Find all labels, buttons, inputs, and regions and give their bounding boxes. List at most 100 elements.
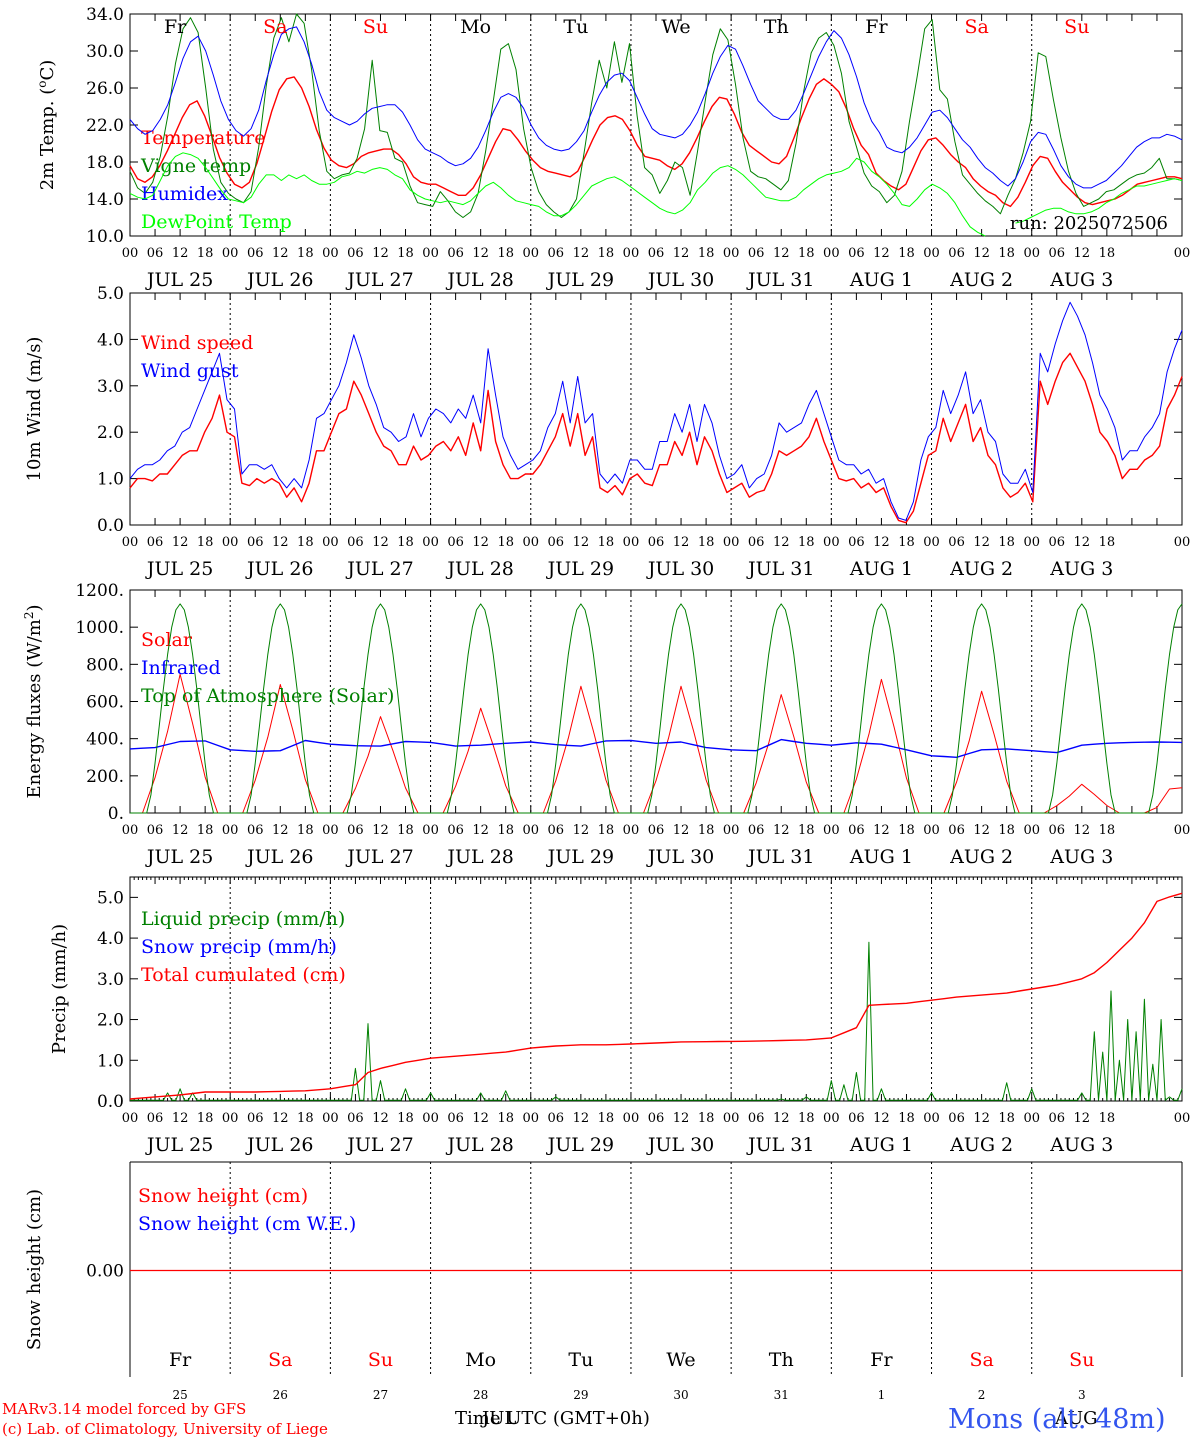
wind-y-tick-label: 3.0 bbox=[97, 377, 124, 397]
temperature-hour-label: 12 bbox=[873, 246, 890, 261]
precip-hour-label: 18 bbox=[598, 1111, 615, 1126]
precip-hour-label: 12 bbox=[873, 1111, 890, 1126]
temperature-hour-label: 18 bbox=[1099, 246, 1116, 261]
temperature-hour-label: 06 bbox=[347, 246, 364, 261]
precip-legend-entry: Liquid precip (mm/h) bbox=[141, 908, 345, 930]
temperature-legend-entry: Humidex bbox=[141, 183, 228, 205]
temperature-y-tick-label: 10.0 bbox=[86, 227, 124, 247]
overlap-label-aug: AUG bbox=[1054, 1408, 1098, 1429]
temperature-hour-label: 00 bbox=[623, 246, 640, 261]
wind-hour-label: 00 bbox=[122, 535, 139, 550]
temperature-hour-label: 18 bbox=[397, 246, 414, 261]
energy-hour-label: 00 bbox=[322, 823, 339, 838]
temperature-hour-label: 18 bbox=[998, 246, 1015, 261]
temperature-hour-label: 06 bbox=[948, 246, 965, 261]
energy-hour-label: 18 bbox=[397, 823, 414, 838]
temperature-y-tick-label: 30.0 bbox=[86, 42, 124, 62]
energy-hour-label: 06 bbox=[347, 823, 364, 838]
wind-y-tick-label: 2.0 bbox=[97, 423, 124, 443]
temperature-hour-label: 12 bbox=[973, 246, 990, 261]
temperature-weekday-label: Th bbox=[764, 16, 789, 38]
temperature-date-label: JUL 25 bbox=[145, 269, 213, 291]
precip-date-label: AUG 2 bbox=[949, 1134, 1013, 1156]
energy-hour-label: 12 bbox=[573, 823, 590, 838]
temperature-series-line bbox=[129, 26, 1183, 189]
energy-hour-label: 00 bbox=[823, 823, 840, 838]
wind-hour-label: 18 bbox=[598, 535, 615, 550]
temperature-hour-label: 00 bbox=[222, 246, 239, 261]
energy-series-line bbox=[130, 673, 1183, 814]
wind-hour-label: 06 bbox=[548, 535, 565, 550]
precip-y-tick-label: 0.0 bbox=[97, 1092, 124, 1112]
precip-hour-label: 12 bbox=[272, 1111, 289, 1126]
precip-y-tick-label: 3.0 bbox=[97, 970, 124, 990]
temperature-weekday-label: Fr bbox=[865, 16, 888, 38]
panel-temperature: 00 06 12 18 JUL 25 00 06 12 18 JUL 26 00 06 12 18 JUL … bbox=[35, 5, 1190, 291]
snow-day-number: 30 bbox=[673, 1388, 688, 1402]
temperature-hour-label: 06 bbox=[147, 246, 164, 261]
precip-legend-entry: Snow precip (mm/h) bbox=[141, 936, 337, 958]
precip-hour-label: 06 bbox=[848, 1111, 865, 1126]
energy-date-label: JUL 26 bbox=[245, 846, 313, 868]
precip-hour-label: 18 bbox=[798, 1111, 815, 1126]
wind-hour-label: 06 bbox=[848, 535, 865, 550]
precip-y-axis-label: Precip (mm/h) bbox=[49, 924, 70, 1054]
precip-hour-label: 06 bbox=[447, 1111, 464, 1126]
energy-hour-label-end: 00 bbox=[1174, 823, 1191, 838]
wind-hour-label: 06 bbox=[447, 535, 464, 550]
temperature-hour-label: 00 bbox=[723, 246, 740, 261]
snow-day-number: 28 bbox=[473, 1388, 488, 1402]
wind-hour-label: 12 bbox=[272, 535, 289, 550]
precip-hour-label: 06 bbox=[1048, 1111, 1065, 1126]
panel-energy: 00 06 12 18 JUL 25 00 06 12 18 JUL 26 00 06 12 18 JUL … bbox=[22, 581, 1190, 868]
energy-date-label: AUG 1 bbox=[849, 846, 913, 868]
panel-wind: 00 06 12 18 JUL 25 00 06 12 18 JUL 26 00 06 12 18 JUL … bbox=[24, 284, 1190, 580]
temperature-weekday-label: Sa bbox=[263, 16, 287, 38]
energy-hour-label: 18 bbox=[798, 823, 815, 838]
energy-hour-label: 18 bbox=[497, 823, 514, 838]
wind-hour-label: 00 bbox=[623, 535, 640, 550]
temperature-date-label: AUG 1 bbox=[849, 269, 913, 291]
wind-y-axis-label: 10m Wind (m/s) bbox=[24, 337, 45, 482]
temperature-y-tick-label: 34.0 bbox=[86, 5, 124, 25]
precip-hour-label: 18 bbox=[397, 1111, 414, 1126]
snow-weekday-label: Sa bbox=[969, 1349, 993, 1371]
energy-hour-label: 06 bbox=[948, 823, 965, 838]
energy-hour-label: 18 bbox=[1099, 823, 1116, 838]
wind-y-tick-label: 0.0 bbox=[97, 516, 124, 536]
temperature-series-line bbox=[129, 152, 1183, 237]
energy-hour-label: 12 bbox=[773, 823, 790, 838]
precip-series-line bbox=[129, 892, 1183, 1100]
temperature-date-label: AUG 3 bbox=[1049, 269, 1113, 291]
precip-date-label: JUL 31 bbox=[746, 1134, 814, 1156]
temperature-hour-label-end: 00 bbox=[1174, 246, 1191, 261]
temperature-hour-label: 06 bbox=[748, 246, 765, 261]
energy-hour-label: 18 bbox=[197, 823, 214, 838]
precip-date-label: AUG 3 bbox=[1049, 1134, 1113, 1156]
energy-y-tick-label: 800. bbox=[86, 655, 124, 675]
wind-hour-label: 12 bbox=[472, 535, 489, 550]
wind-date-label: JUL 29 bbox=[546, 558, 614, 580]
precip-date-label: JUL 26 bbox=[245, 1134, 313, 1156]
wind-hour-label: 18 bbox=[197, 535, 214, 550]
wind-hour-label: 06 bbox=[748, 535, 765, 550]
wind-date-label: AUG 1 bbox=[849, 558, 913, 580]
temperature-weekday-label: Fr bbox=[164, 16, 187, 38]
precip-date-label: JUL 30 bbox=[646, 1134, 714, 1156]
wind-hour-label: 18 bbox=[397, 535, 414, 550]
temperature-hour-label: 18 bbox=[798, 246, 815, 261]
temperature-legend-entry: DewPoint Temp bbox=[141, 211, 292, 233]
temperature-plot-frame bbox=[129, 13, 1183, 237]
precip-hour-label: 18 bbox=[698, 1111, 715, 1126]
meteogram-panels: 00 06 12 18 JUL 25 00 06 12 18 JUL 26 00 06 12 18 JUL … bbox=[22, 5, 1190, 1402]
wind-hour-label: 00 bbox=[222, 535, 239, 550]
temperature-y-tick-label: 18.0 bbox=[86, 153, 124, 173]
energy-date-label: JUL 29 bbox=[546, 846, 614, 868]
precip-hour-label: 12 bbox=[372, 1111, 389, 1126]
precip-hour-label-end: 00 bbox=[1174, 1111, 1191, 1126]
temperature-series-line bbox=[129, 13, 1183, 218]
precip-hour-label: 06 bbox=[147, 1111, 164, 1126]
energy-date-label: AUG 2 bbox=[949, 846, 1013, 868]
snow-y-axis-label: Snow height (cm) bbox=[24, 1189, 45, 1350]
temperature-date-label: JUL 29 bbox=[546, 269, 614, 291]
